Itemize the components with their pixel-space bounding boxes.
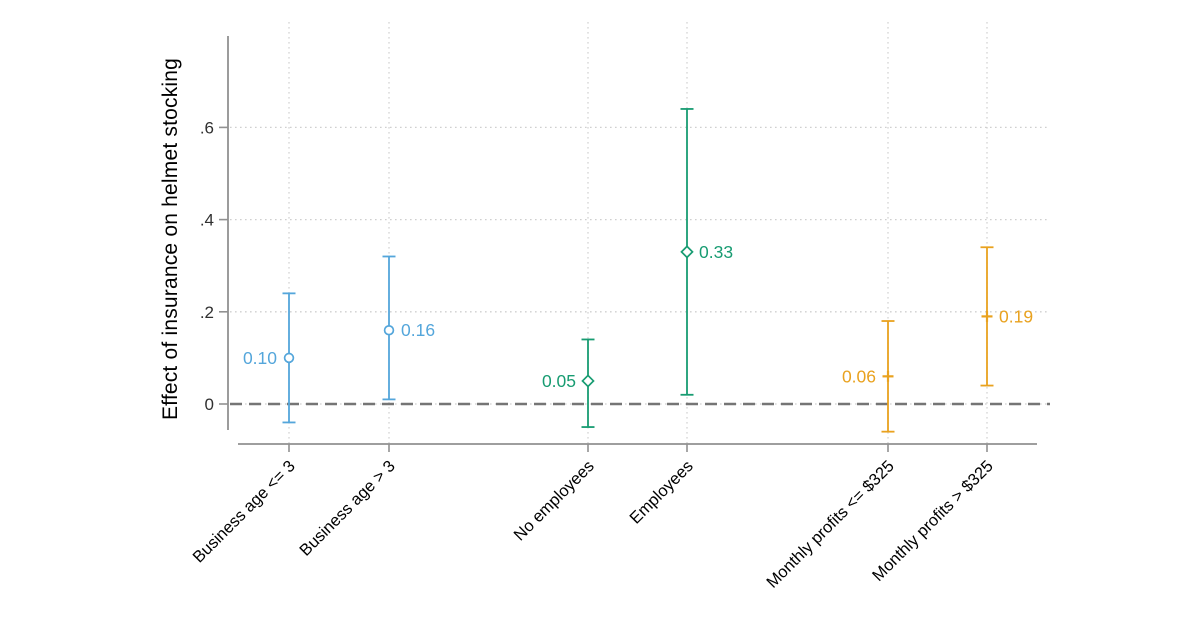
y-tick-label: 0 (205, 395, 214, 414)
estimate-value-label: 0.16 (401, 320, 435, 340)
x-category-label: Business age <= 3 (189, 457, 298, 566)
estimate-marker-diamond (680, 245, 694, 259)
estimate-value-label: 0.10 (243, 348, 277, 368)
x-category-label: Business age > 3 (296, 457, 399, 560)
y-tick-label: .4 (200, 211, 214, 230)
estimate-value-label: 0.05 (542, 371, 576, 391)
estimate-value-label: 0.19 (999, 306, 1033, 326)
estimate-marker-circle (283, 352, 295, 364)
estimate-marker-circle (383, 324, 395, 336)
y-tick-label: .6 (200, 118, 214, 137)
estimate-marker-diamond (581, 374, 595, 388)
estimate-value-label: 0.06 (842, 366, 876, 386)
y-tick-label: .2 (200, 303, 214, 322)
x-category-label: No employees (511, 457, 598, 544)
x-category-label: Employees (626, 457, 696, 527)
estimate-value-label: 0.33 (699, 242, 733, 262)
